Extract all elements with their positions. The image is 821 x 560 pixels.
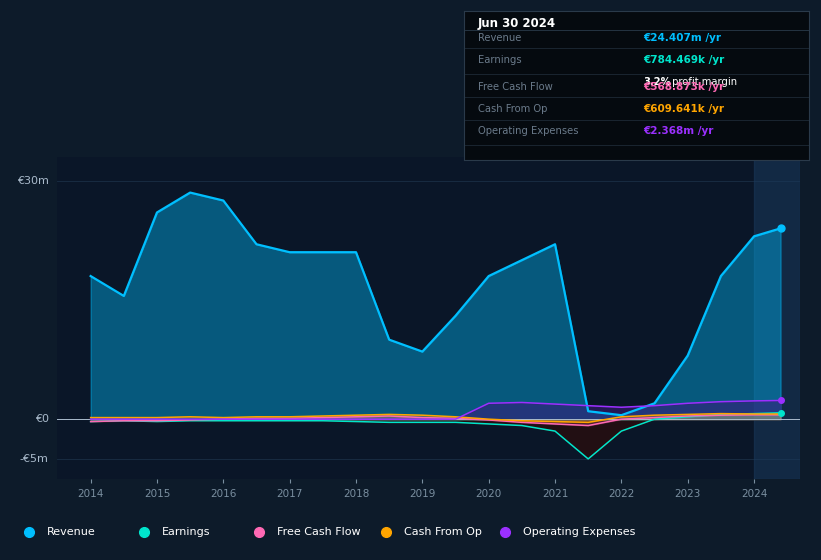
Text: Revenue: Revenue	[478, 33, 521, 43]
Text: €24.407m /yr: €24.407m /yr	[643, 33, 721, 43]
Text: Free Cash Flow: Free Cash Flow	[277, 528, 360, 538]
Text: Jun 30 2024: Jun 30 2024	[478, 17, 556, 30]
Bar	[754, 157, 800, 479]
Text: Cash From Op: Cash From Op	[404, 528, 482, 538]
Text: Operating Expenses: Operating Expenses	[478, 127, 578, 137]
Text: Earnings: Earnings	[162, 528, 210, 538]
Text: profit margin: profit margin	[669, 77, 737, 87]
Text: Cash From Op: Cash From Op	[478, 104, 547, 114]
Text: €0: €0	[34, 414, 48, 424]
Text: €2.368m /yr: €2.368m /yr	[643, 127, 713, 137]
Text: Operating Expenses: Operating Expenses	[523, 528, 635, 538]
Text: €568.873k /yr: €568.873k /yr	[643, 82, 724, 92]
Text: Free Cash Flow: Free Cash Flow	[478, 82, 553, 92]
Text: Revenue: Revenue	[47, 528, 95, 538]
Text: -€5m: -€5m	[20, 454, 48, 464]
Text: €609.641k /yr: €609.641k /yr	[643, 104, 724, 114]
Text: €30m: €30m	[16, 176, 48, 186]
Text: 3.2%: 3.2%	[643, 77, 671, 87]
Text: Earnings: Earnings	[478, 55, 521, 65]
Text: €784.469k /yr: €784.469k /yr	[643, 55, 724, 65]
